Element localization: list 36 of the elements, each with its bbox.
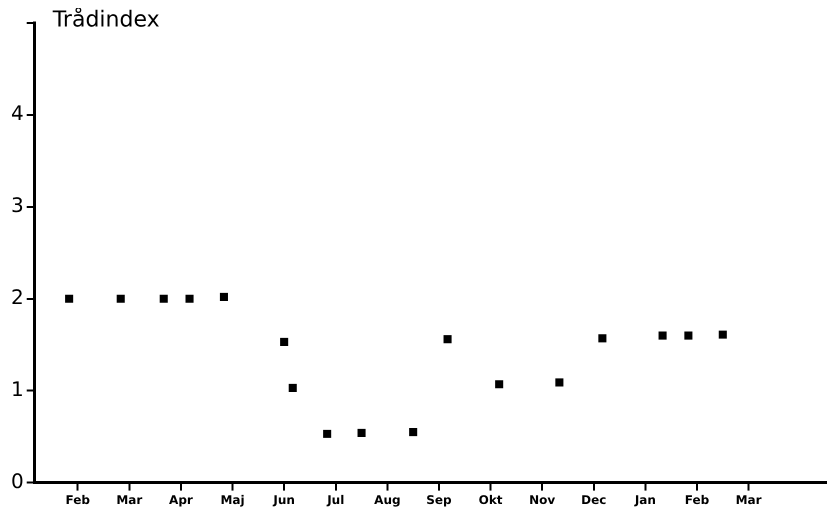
- point: [280, 338, 288, 346]
- point: [555, 378, 564, 386]
- y-tick-label: 3: [10, 193, 24, 218]
- point: [444, 335, 452, 344]
- point: [409, 428, 418, 436]
- x-tick-label: Jun: [272, 492, 295, 507]
- x-tick-label: Sep: [426, 492, 452, 507]
- point: [186, 294, 194, 303]
- x-tick-label: Mar: [736, 492, 762, 507]
- x-tick-label: Feb: [66, 492, 90, 507]
- x-tick-label: Okt: [478, 492, 503, 507]
- point: [323, 430, 332, 438]
- y-tick-label: 4: [10, 101, 24, 126]
- x-tick-label: Aug: [374, 492, 401, 507]
- x-tick-label: Jul: [326, 492, 344, 507]
- point: [160, 294, 168, 303]
- point: [220, 292, 228, 301]
- point: [358, 428, 366, 437]
- y-tick-label: 2: [10, 284, 24, 309]
- point: [65, 294, 74, 303]
- point: [684, 331, 692, 340]
- x-tick-label: Feb: [684, 492, 710, 507]
- x-tick-label: Nov: [529, 492, 556, 507]
- point: [116, 294, 125, 303]
- point: [718, 330, 727, 339]
- point: [495, 380, 504, 388]
- x-tick-label: Apr: [169, 492, 193, 507]
- point: [598, 334, 606, 342]
- x-tick-label: Mar: [116, 492, 142, 507]
- y-tick-label: 0: [10, 468, 24, 493]
- x-tick-label: Maj: [220, 492, 245, 507]
- x-tick-label: Dec: [581, 492, 606, 507]
- y-tick-label: 1: [10, 376, 24, 401]
- point: [658, 331, 667, 340]
- x-tick-label: Jan: [634, 492, 656, 507]
- point: [288, 384, 297, 392]
